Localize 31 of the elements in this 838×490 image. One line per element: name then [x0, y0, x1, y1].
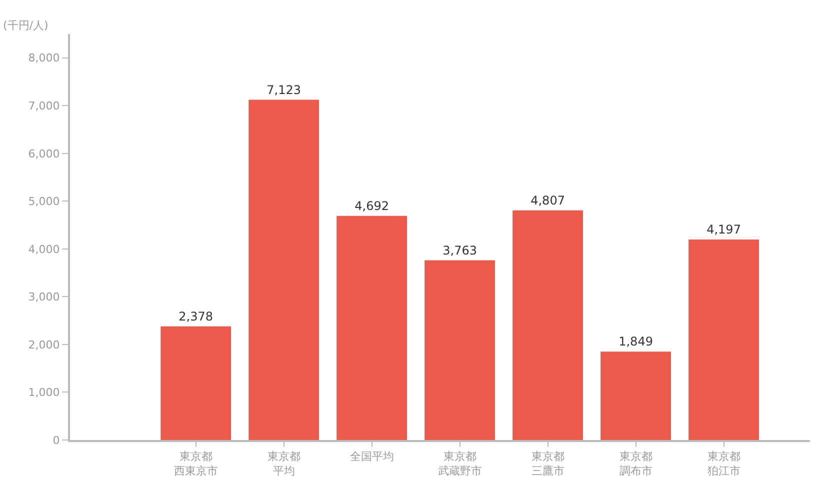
y-tick-label: 5,000: [28, 195, 60, 208]
y-tick-label: 0: [52, 434, 60, 447]
data-label: 4,197: [706, 222, 741, 237]
data-label: 1,849: [618, 334, 653, 349]
y-axis-title: (千円/人): [3, 19, 48, 32]
y-tick-label: 3,000: [28, 290, 60, 304]
bar: [600, 352, 671, 440]
bar: [688, 240, 759, 440]
x-tick-label: 東京都調布市: [619, 450, 652, 478]
y-tick-label: 4,000: [28, 242, 60, 256]
data-label: 4,807: [530, 193, 565, 208]
bar: [424, 260, 495, 440]
x-tick-label: 東京都平均: [267, 450, 300, 478]
bar: [160, 326, 232, 440]
y-tick-label: 2,000: [28, 338, 60, 352]
x-tick-label: 東京都武蔵野市: [438, 450, 482, 478]
x-tick-label: 東京都狛江市: [707, 450, 740, 478]
x-tick-label: 東京都西東京市: [174, 450, 218, 478]
y-tick-label: 7,000: [28, 100, 60, 112]
y-tick-label: 1,000: [28, 386, 60, 400]
bar: [512, 210, 583, 440]
x-tick-label: 全国平均: [350, 450, 394, 464]
bar: [336, 216, 407, 440]
bar: [248, 100, 320, 440]
x-tick-label: 東京都三鷹市: [531, 450, 564, 478]
data-label: 3,763: [442, 243, 477, 258]
data-label: 4,692: [354, 198, 389, 213]
y-tick-label: 8,000: [28, 52, 60, 65]
data-label: 2,378: [178, 309, 214, 324]
data-label: 7,123: [266, 82, 301, 97]
y-tick-label: 6,000: [28, 147, 60, 160]
